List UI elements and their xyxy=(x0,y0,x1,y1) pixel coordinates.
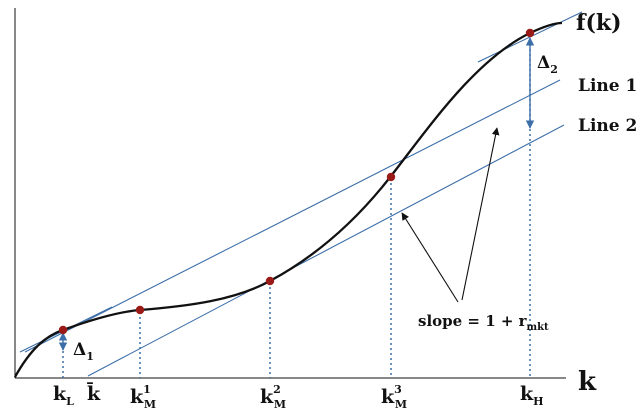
point-kL xyxy=(58,325,68,335)
point-kM2 xyxy=(265,276,275,286)
slope-arrow-line2 xyxy=(401,212,459,303)
delta2-label: Δ2 xyxy=(537,53,558,76)
line-1 xyxy=(24,79,561,353)
tick-kH: kH xyxy=(520,383,544,408)
tick-kL: kL xyxy=(53,383,74,408)
line2-label: Line 2 xyxy=(578,116,637,136)
point-kH xyxy=(525,28,535,38)
tick-kbar: k̄ xyxy=(87,383,101,405)
k-axis-label: k xyxy=(578,367,597,397)
tick-kM2: k2 M xyxy=(260,383,286,411)
delta1-label: Δ1 xyxy=(73,340,94,363)
f-of-k-label: f(k) xyxy=(576,10,622,36)
f-curve xyxy=(13,21,563,378)
point-kM1 xyxy=(135,305,145,315)
tick-kM3: k3 M xyxy=(381,383,407,411)
point-kM3 xyxy=(386,172,396,182)
slope-arrow-line1 xyxy=(461,127,500,301)
tick-kM1: k1 M xyxy=(130,383,156,411)
line-2 xyxy=(87,124,565,377)
line1-label: Line 1 xyxy=(578,76,637,96)
slope-label: slope = 1 + rmkt xyxy=(418,312,549,333)
